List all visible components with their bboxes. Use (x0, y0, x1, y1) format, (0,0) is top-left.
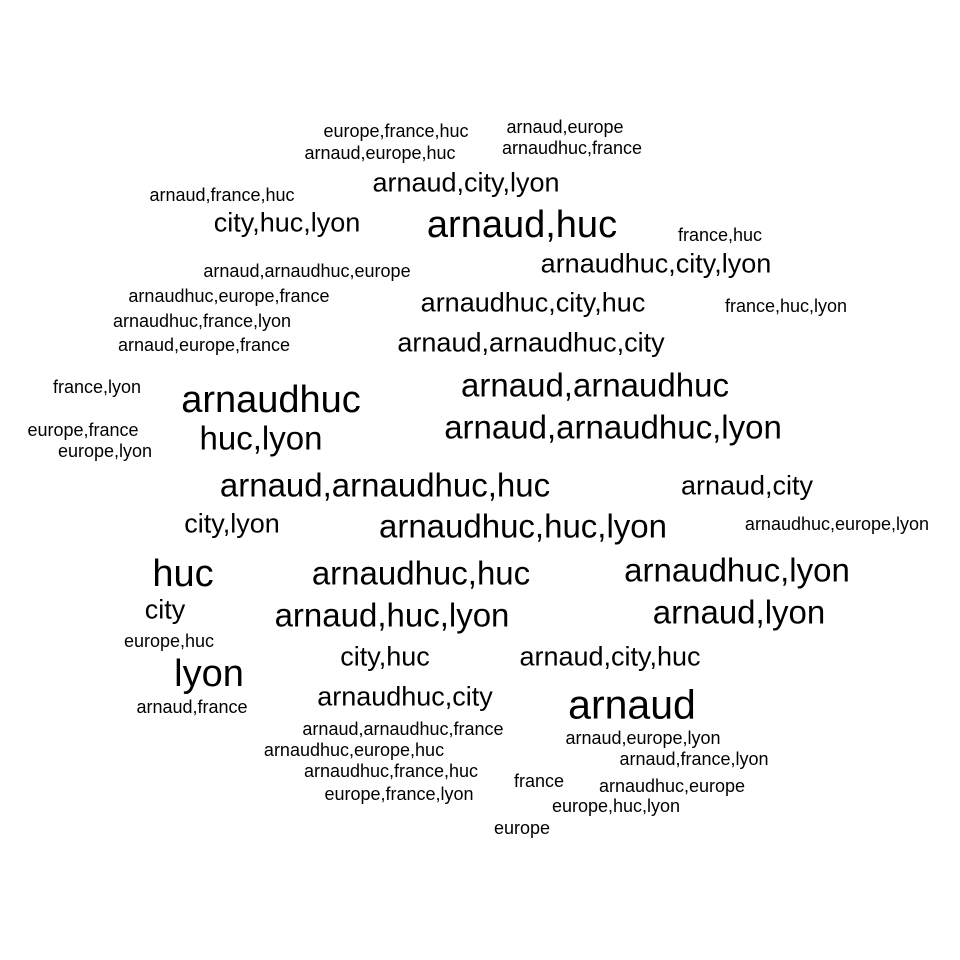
cloud-word: europe,france (27, 420, 139, 440)
cloud-word: arnaudhuc,europe (598, 776, 746, 796)
cloud-word: arnaudhuc,france (501, 138, 643, 158)
cloud-word: arnaud,city,huc (519, 641, 701, 672)
cloud-word: arnaudhuc,huc,lyon (378, 507, 668, 545)
cloud-word: arnaud,france (136, 697, 248, 717)
cloud-word: arnaud,arnaudhuc,lyon (444, 408, 782, 446)
cloud-word: arnaud,france,lyon (619, 749, 769, 769)
cloud-word: france,lyon (52, 377, 142, 397)
cloud-word: arnaudhuc,france,huc (303, 761, 479, 781)
cloud-word: europe,huc (123, 631, 215, 651)
cloud-word: arnaud,city (680, 470, 814, 501)
cloud-word: city (144, 594, 186, 625)
cloud-word: arnaud,arnaudhuc,europe (203, 261, 411, 281)
cloud-word: arnaud,lyon (652, 593, 826, 631)
cloud-word: europe,france,huc (323, 121, 469, 141)
cloud-word: arnaudhuc,france,lyon (112, 311, 292, 331)
cloud-word: arnaud,arnaudhuc,france (302, 719, 504, 739)
cloud-word: arnaud,europe,lyon (565, 728, 721, 748)
cloud-word: arnaudhuc,huc (311, 554, 531, 592)
cloud-word: europe,huc,lyon (551, 796, 681, 816)
cloud-word: france,huc,lyon (724, 296, 848, 316)
cloud-word: arnaudhuc (181, 379, 361, 421)
cloud-word: arnaud,europe,huc (304, 143, 456, 163)
cloud-word: arnaudhuc,lyon (624, 551, 850, 589)
cloud-word: arnaud,arnaudhuc,huc (219, 466, 551, 504)
cloud-word: arnaud,europe (506, 117, 624, 137)
cloud-word: france (513, 771, 565, 791)
cloud-word: arnaud,city,lyon (372, 167, 560, 198)
cloud-word: europe,lyon (57, 441, 153, 461)
cloud-word: arnaud,france,huc (149, 185, 295, 205)
cloud-word: arnaudhuc,europe,lyon (744, 514, 930, 534)
cloud-word: huc,lyon (199, 419, 323, 457)
cloud-word: arnaud (568, 681, 696, 728)
cloud-word: city,huc (340, 641, 430, 672)
cloud-word: arnaudhuc,europe,france (128, 286, 330, 306)
cloud-word: arnaudhuc,city,huc (420, 287, 646, 318)
cloud-word: arnaudhuc,europe,huc (263, 740, 445, 760)
cloud-word: city,lyon (184, 508, 280, 539)
cloud-word: arnaud,huc (426, 204, 618, 246)
cloud-word: europe (493, 818, 551, 838)
cloud-word: europe,france,lyon (324, 784, 474, 804)
cloud-word: arnaud,huc,lyon (274, 596, 510, 634)
cloud-word: arnaudhuc,city,lyon (540, 248, 772, 279)
cloud-word: arnaud,arnaudhuc (461, 366, 729, 404)
cloud-word: city,huc,lyon (213, 207, 361, 238)
cloud-word: huc (152, 553, 214, 595)
cloud-word: arnaud,europe,france (117, 335, 291, 355)
cloud-word: arnaud,arnaudhuc,city (397, 327, 665, 358)
cloud-word: lyon (174, 653, 244, 695)
cloud-word: arnaudhuc,city (317, 681, 493, 712)
cloud-word: france,huc (677, 225, 763, 245)
